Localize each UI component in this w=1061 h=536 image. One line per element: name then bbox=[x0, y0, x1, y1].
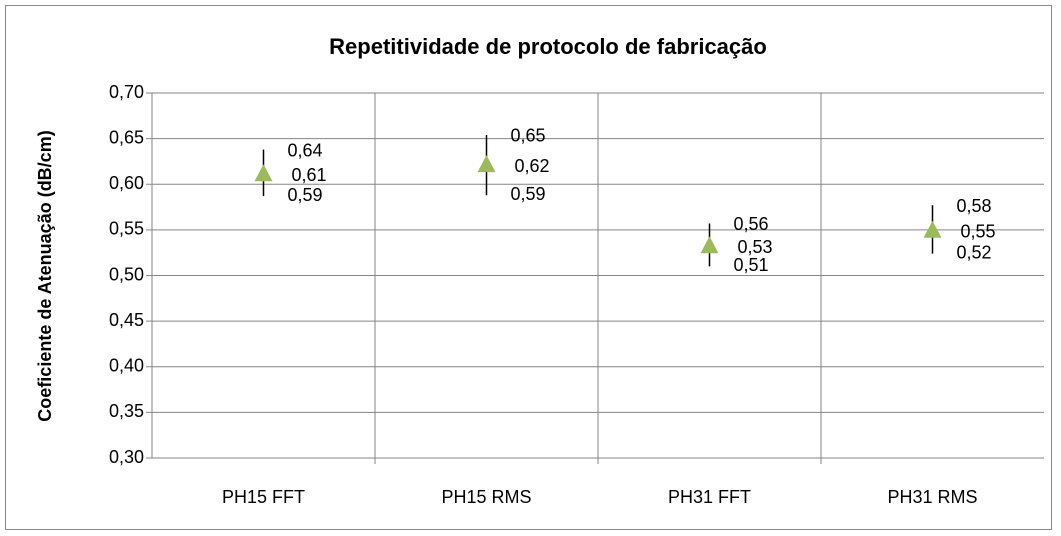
y-tick-label: 0,40 bbox=[109, 356, 144, 376]
data-label: 0,65 bbox=[511, 126, 546, 146]
marker bbox=[477, 155, 496, 173]
y-tick-label: 0,30 bbox=[109, 447, 144, 467]
x-tick-label: PH15 FFT bbox=[222, 487, 305, 507]
data-label: 0,56 bbox=[734, 214, 769, 234]
x-tick-label: PH15 RMS bbox=[441, 487, 531, 507]
data-label: 0,53 bbox=[738, 237, 773, 257]
data-label: 0,51 bbox=[734, 255, 769, 275]
data-label: 0,64 bbox=[288, 140, 323, 160]
y-axis-label: Coeficiente de Atenuação (dB/cm) bbox=[35, 130, 55, 421]
chart-frame bbox=[5, 5, 1052, 530]
x-tick-label: PH31 FFT bbox=[668, 487, 751, 507]
y-tick-label: 0,35 bbox=[109, 401, 144, 421]
data-label: 0,61 bbox=[292, 165, 327, 185]
x-tick-label: PH31 RMS bbox=[887, 487, 977, 507]
data-label: 0,52 bbox=[957, 242, 992, 262]
marker bbox=[254, 164, 273, 182]
y-tick-label: 0,65 bbox=[109, 127, 144, 147]
data-label: 0,62 bbox=[515, 156, 550, 176]
y-tick-label: 0,50 bbox=[109, 264, 144, 284]
y-tick-label: 0,70 bbox=[109, 82, 144, 102]
data-label: 0,59 bbox=[288, 185, 323, 205]
marker bbox=[700, 236, 719, 254]
y-tick-label: 0,45 bbox=[109, 310, 144, 330]
y-tick-label: 0,55 bbox=[109, 219, 144, 239]
data-label: 0,58 bbox=[957, 196, 992, 216]
data-label: 0,55 bbox=[961, 222, 996, 242]
y-tick-label: 0,60 bbox=[109, 173, 144, 193]
chart-title: Repetitividade de protocolo de fabricaçã… bbox=[329, 34, 767, 59]
data-label: 0,59 bbox=[511, 184, 546, 204]
marker bbox=[923, 220, 942, 238]
